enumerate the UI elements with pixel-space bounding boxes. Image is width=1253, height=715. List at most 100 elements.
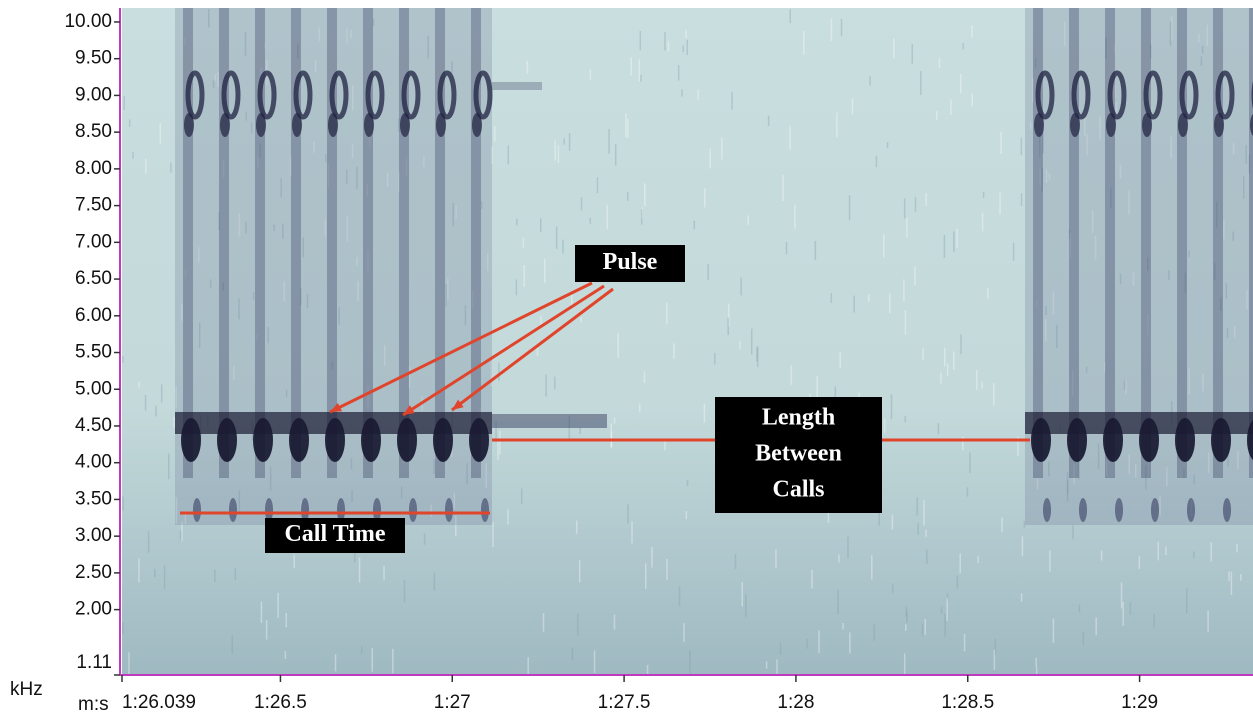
y-tick-label: 9.50 bbox=[75, 48, 112, 69]
noise bbox=[433, 572, 436, 591]
noise bbox=[198, 247, 200, 263]
noise bbox=[1115, 102, 1118, 118]
noise bbox=[818, 630, 820, 654]
noise bbox=[1119, 273, 1122, 285]
noise bbox=[703, 403, 706, 423]
noise bbox=[1129, 602, 1132, 615]
noise bbox=[1201, 45, 1204, 54]
x-tick-label: 1:28 bbox=[777, 692, 814, 713]
noise bbox=[1017, 436, 1019, 457]
y-tick-label: 6.00 bbox=[75, 305, 112, 326]
noise bbox=[1034, 58, 1037, 69]
noise bbox=[1168, 270, 1170, 281]
noise bbox=[681, 89, 683, 97]
noise bbox=[132, 151, 134, 159]
noise bbox=[1138, 556, 1141, 570]
noise bbox=[545, 374, 547, 397]
noise bbox=[297, 43, 299, 59]
noise bbox=[731, 91, 733, 110]
noise bbox=[617, 332, 619, 359]
noise bbox=[747, 215, 749, 225]
noise bbox=[836, 112, 838, 138]
annotation-box bbox=[265, 518, 405, 553]
noise bbox=[198, 322, 201, 348]
noise bbox=[1169, 21, 1172, 46]
noise bbox=[917, 522, 919, 535]
x-tick-label: 1:29 bbox=[1121, 692, 1158, 713]
x-tick-label: 1:28.5 bbox=[941, 692, 994, 713]
noise bbox=[493, 126, 496, 142]
noise bbox=[775, 549, 777, 569]
noise bbox=[397, 118, 400, 132]
noise bbox=[356, 166, 358, 189]
y-tick-label: 2.50 bbox=[75, 562, 112, 583]
noise bbox=[285, 389, 288, 398]
noise bbox=[1245, 145, 1247, 164]
noise bbox=[614, 144, 617, 166]
noise bbox=[553, 376, 556, 390]
pulse-mid bbox=[1142, 113, 1152, 137]
noise bbox=[357, 281, 359, 302]
pulse bbox=[471, 8, 481, 478]
noise bbox=[313, 141, 315, 153]
y-tick-label: 4.00 bbox=[75, 452, 112, 473]
y-unit: kHz bbox=[10, 679, 43, 700]
pulse bbox=[1033, 8, 1043, 478]
spectrogram bbox=[122, 8, 1253, 686]
noise bbox=[523, 264, 525, 287]
noise bbox=[445, 284, 447, 308]
noise bbox=[911, 43, 913, 64]
noise bbox=[1085, 366, 1088, 373]
noise bbox=[1184, 272, 1187, 293]
noise bbox=[834, 386, 837, 402]
pulse bbox=[1069, 8, 1079, 478]
noise bbox=[233, 365, 235, 381]
noise bbox=[1021, 536, 1024, 557]
noise bbox=[904, 416, 907, 423]
noise bbox=[891, 583, 894, 594]
noise bbox=[613, 417, 616, 424]
pulse-sub bbox=[1187, 498, 1195, 522]
noise bbox=[803, 30, 805, 55]
noise bbox=[1066, 471, 1069, 495]
noise bbox=[1105, 37, 1107, 59]
noise bbox=[1082, 631, 1085, 646]
y-tick-label: 4.50 bbox=[75, 415, 112, 436]
noise bbox=[757, 345, 759, 368]
noise bbox=[842, 623, 844, 630]
annotations: Pulse Length Between Calls Call Time bbox=[180, 245, 1030, 553]
noise bbox=[920, 71, 922, 95]
noise bbox=[641, 207, 643, 219]
noise bbox=[371, 648, 373, 672]
annotation-text: Between bbox=[755, 441, 842, 467]
noise bbox=[916, 497, 919, 516]
noise bbox=[257, 155, 259, 170]
pulse-mid bbox=[184, 113, 194, 137]
noise bbox=[1023, 521, 1026, 528]
noise bbox=[464, 305, 467, 326]
noise bbox=[943, 234, 946, 258]
noise bbox=[338, 307, 340, 325]
noise bbox=[490, 146, 493, 165]
noise bbox=[520, 488, 523, 505]
noise bbox=[953, 351, 955, 370]
noise bbox=[682, 45, 684, 53]
noise bbox=[638, 403, 641, 413]
y-tick-label: 8.00 bbox=[75, 158, 112, 179]
pulse bbox=[363, 8, 373, 478]
noise bbox=[886, 142, 889, 149]
noise bbox=[630, 57, 632, 76]
noise bbox=[871, 555, 873, 580]
pulse-mid bbox=[328, 113, 338, 137]
noise bbox=[427, 35, 429, 59]
noise bbox=[451, 449, 453, 458]
noise bbox=[555, 226, 558, 249]
noise bbox=[1099, 116, 1101, 140]
pulse-high bbox=[401, 70, 421, 120]
annotation-line bbox=[402, 284, 605, 417]
noise bbox=[1063, 21, 1066, 46]
noise bbox=[806, 638, 808, 649]
noise bbox=[290, 157, 292, 177]
noise bbox=[434, 451, 437, 461]
noise bbox=[557, 145, 560, 163]
